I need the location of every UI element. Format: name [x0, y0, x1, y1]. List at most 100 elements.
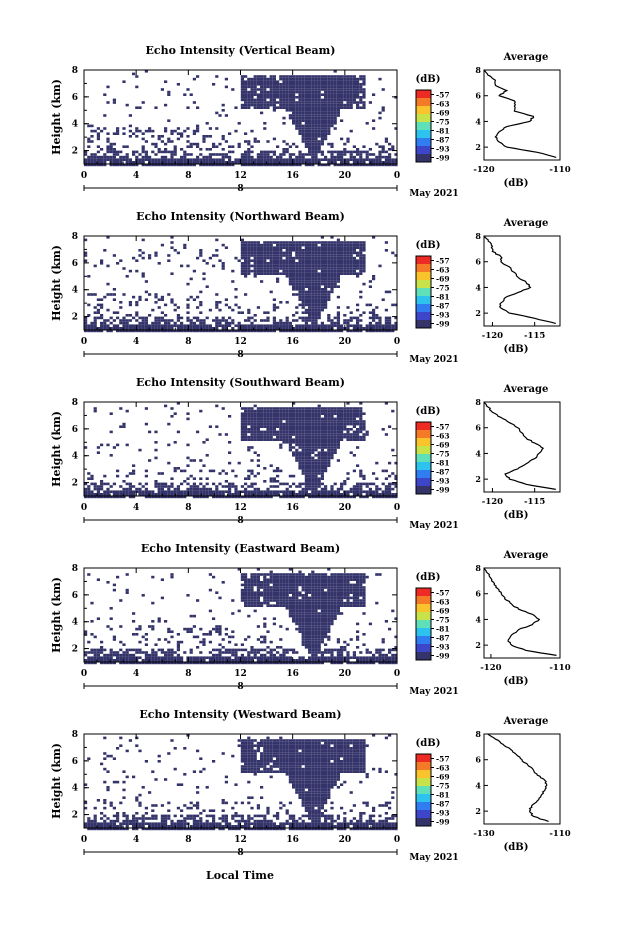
echo-cell	[189, 661, 193, 665]
y-tick-label: 2	[72, 313, 78, 323]
echo-cell	[208, 163, 212, 167]
echo-cell	[231, 321, 235, 325]
echo-cell	[314, 306, 318, 309]
echo-cell	[119, 425, 123, 428]
echo-cell	[164, 321, 168, 325]
echo-cell	[320, 254, 324, 257]
echo-cell	[304, 472, 308, 475]
echo-cell	[272, 324, 276, 327]
echo-cell	[199, 661, 203, 665]
echo-cell	[250, 651, 254, 654]
echo-cell	[272, 327, 276, 330]
echo-cell	[109, 485, 113, 488]
echo-cell	[314, 324, 318, 327]
echo-cell	[96, 163, 100, 167]
echo-cell	[247, 659, 251, 662]
echo-cell	[144, 129, 148, 133]
x-tick-label: 0	[81, 337, 87, 347]
echo-cell	[221, 158, 225, 161]
profile-frame	[483, 235, 561, 327]
echo-cell	[381, 88, 385, 91]
echo-cell	[324, 129, 328, 133]
echo-cell	[247, 93, 251, 96]
echo-cell	[106, 659, 110, 662]
echo-cell	[288, 103, 292, 107]
echo-cell	[202, 272, 206, 275]
echo-cell	[256, 409, 260, 413]
echo-cell	[90, 648, 94, 652]
echo-cell	[250, 246, 254, 249]
echo-cell	[247, 601, 251, 605]
echo-cell	[298, 158, 302, 161]
echo-cell	[343, 254, 347, 257]
echo-cell	[359, 324, 363, 327]
echo-cell	[317, 482, 321, 486]
echo-cell	[288, 246, 292, 249]
echo-cell	[314, 111, 318, 115]
colorbar-frame	[415, 255, 432, 329]
echo-cell	[304, 428, 308, 431]
echo-cell	[336, 254, 340, 257]
echo-cell	[119, 661, 123, 665]
echo-cell	[112, 495, 116, 499]
echo-cell	[176, 640, 180, 644]
echo-cell	[132, 324, 136, 327]
echo-cell	[266, 433, 270, 436]
echo-cell	[324, 241, 328, 244]
echo-cell	[295, 85, 299, 89]
echo-cell	[317, 142, 321, 146]
echo-cell	[298, 451, 302, 454]
echo-cell	[330, 456, 334, 460]
echo-cell	[352, 438, 356, 441]
echo-cell	[317, 98, 321, 102]
echo-cell	[356, 272, 360, 275]
echo-cell	[221, 324, 225, 327]
echo-cell	[279, 599, 283, 602]
echo-cell	[192, 316, 196, 320]
echo-cell	[266, 106, 270, 109]
echo-cell	[106, 656, 110, 659]
echo-cell	[346, 88, 350, 91]
echo-cell	[269, 272, 273, 275]
echo-cell	[314, 412, 318, 415]
echo-cell	[282, 586, 286, 589]
echo-cell	[359, 409, 363, 413]
echo-cell	[256, 249, 260, 252]
echo-cell	[314, 259, 318, 262]
echo-cell	[368, 163, 372, 167]
echo-cell	[128, 482, 132, 486]
echo-cell	[295, 319, 299, 322]
echo-cell	[301, 656, 305, 659]
echo-cell	[215, 490, 219, 493]
echo-cell	[301, 451, 305, 454]
echo-cell	[237, 490, 241, 493]
echo-cell	[381, 163, 385, 167]
echo-cell	[170, 493, 174, 496]
echo-cell	[138, 158, 142, 161]
echo-cell	[349, 246, 353, 249]
echo-cell	[292, 417, 296, 421]
echo-cell	[250, 316, 254, 320]
echo-cell	[253, 106, 257, 109]
echo-cell	[304, 425, 308, 428]
echo-cell	[394, 163, 398, 167]
echo-cell	[340, 415, 344, 418]
echo-cell	[288, 158, 292, 161]
echo-cell	[317, 109, 321, 112]
echo-cell	[391, 158, 395, 161]
echo-cell	[368, 329, 372, 333]
echo-cell	[93, 635, 97, 639]
echo-cell	[234, 661, 238, 665]
echo-cell	[314, 472, 318, 475]
echo-cell	[100, 321, 104, 325]
echo-cell	[317, 150, 321, 154]
echo-cell	[183, 329, 187, 333]
echo-cell	[218, 142, 222, 146]
echo-cell	[311, 256, 315, 260]
echo-cell	[253, 262, 257, 265]
echo-cell	[324, 415, 328, 418]
echo-cell	[279, 259, 283, 262]
echo-cell	[375, 329, 379, 333]
echo-cell	[176, 158, 180, 161]
echo-cell	[224, 661, 228, 665]
